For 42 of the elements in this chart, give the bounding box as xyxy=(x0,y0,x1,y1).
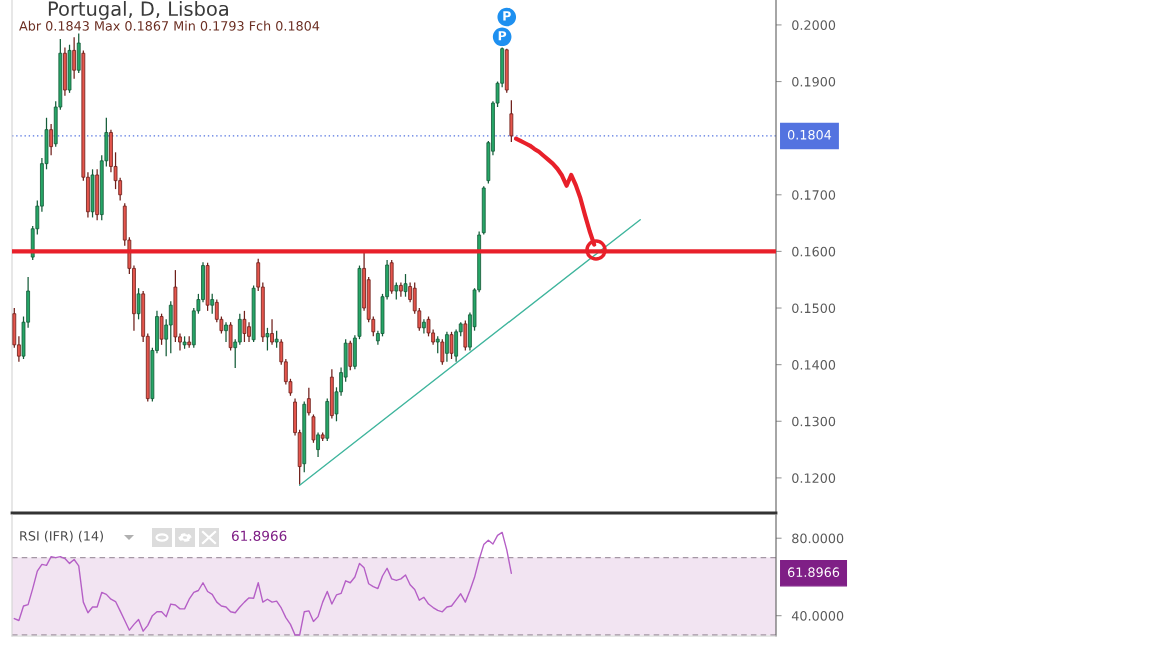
candlestick xyxy=(463,319,468,352)
candlestick xyxy=(316,431,320,458)
y-tick-label: 0.1200 xyxy=(792,473,836,483)
candlestick xyxy=(228,321,233,352)
candlestick xyxy=(270,318,274,346)
candlestick xyxy=(509,99,514,143)
data-label: P xyxy=(498,31,507,41)
candlestick xyxy=(168,300,173,354)
candlestick xyxy=(311,413,316,444)
y-tick-label: 0.1900 xyxy=(792,76,836,87)
candlestick xyxy=(159,313,164,346)
candlestick xyxy=(265,327,270,352)
candlestick xyxy=(445,331,449,363)
candlestick xyxy=(348,340,353,371)
candlestick xyxy=(440,338,445,366)
y-tick-label: 0.1400 xyxy=(792,360,836,370)
candlestick xyxy=(72,36,77,80)
y-tick-label: 0.1300 xyxy=(792,416,836,427)
candlestick xyxy=(210,293,215,315)
y-tick-label: 0.1600 xyxy=(792,246,836,257)
annotation: 61.8966 xyxy=(231,530,287,541)
line-series xyxy=(13,531,513,636)
y-tick-label: 0.1500 xyxy=(792,303,836,314)
candlestick xyxy=(237,313,242,346)
candlestick xyxy=(306,387,311,417)
chart-title: Portugal, D, Lisboa xyxy=(48,1,228,20)
data-label: P xyxy=(503,11,511,21)
candlestick xyxy=(403,273,408,298)
text: RSI (IFR) (14) xyxy=(20,530,103,543)
y-tick-label: 0.2000 xyxy=(792,20,836,30)
candlestick xyxy=(449,331,454,360)
ref-line-label: 0.1804 xyxy=(787,129,832,140)
y-tick-label: 80.0000 xyxy=(792,533,844,544)
candlestick xyxy=(242,310,247,343)
candlestick xyxy=(224,321,228,343)
candlestick xyxy=(422,318,426,335)
text: 61.8966 xyxy=(788,567,840,577)
y-tick-label: 0.1700 xyxy=(792,190,836,200)
candlestick xyxy=(136,287,141,320)
candlestick xyxy=(49,123,54,156)
text: Abr 0.1843 Max 0.1867 Min 0.1793 Fch 0.1804 xyxy=(19,20,320,31)
y-tick-label: 40.0000 xyxy=(791,611,844,621)
